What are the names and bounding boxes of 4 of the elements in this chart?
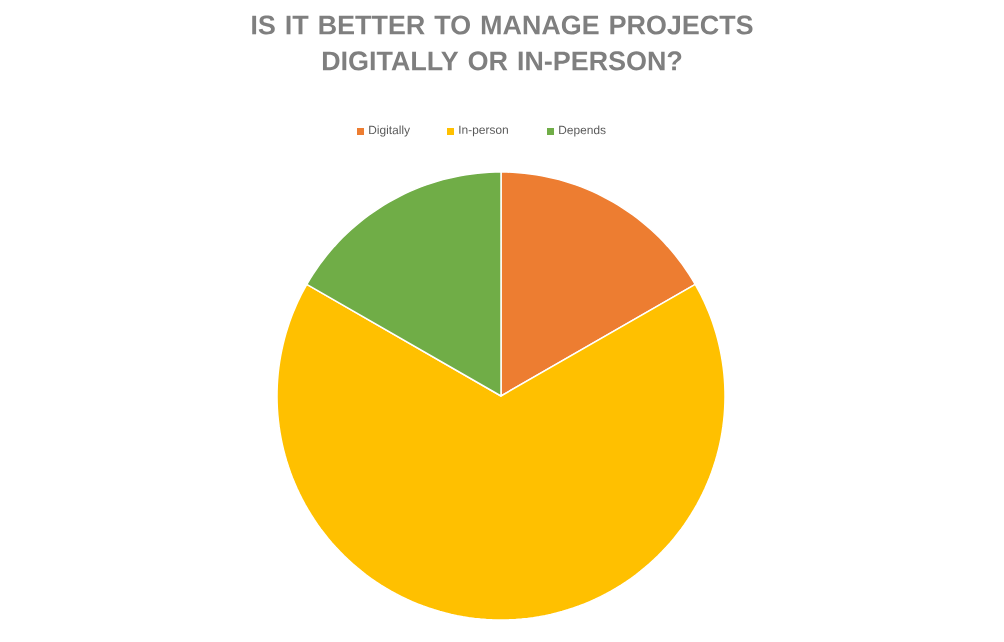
legend-label: Depends: [559, 125, 606, 137]
legend-label: Digitally: [369, 125, 411, 137]
legend-label: In-person: [459, 125, 508, 137]
chart-title: IS IT BETTER TO MANAGE PROJECTS DIGITALLY OR IN-PERSON?: [252, 15, 753, 71]
